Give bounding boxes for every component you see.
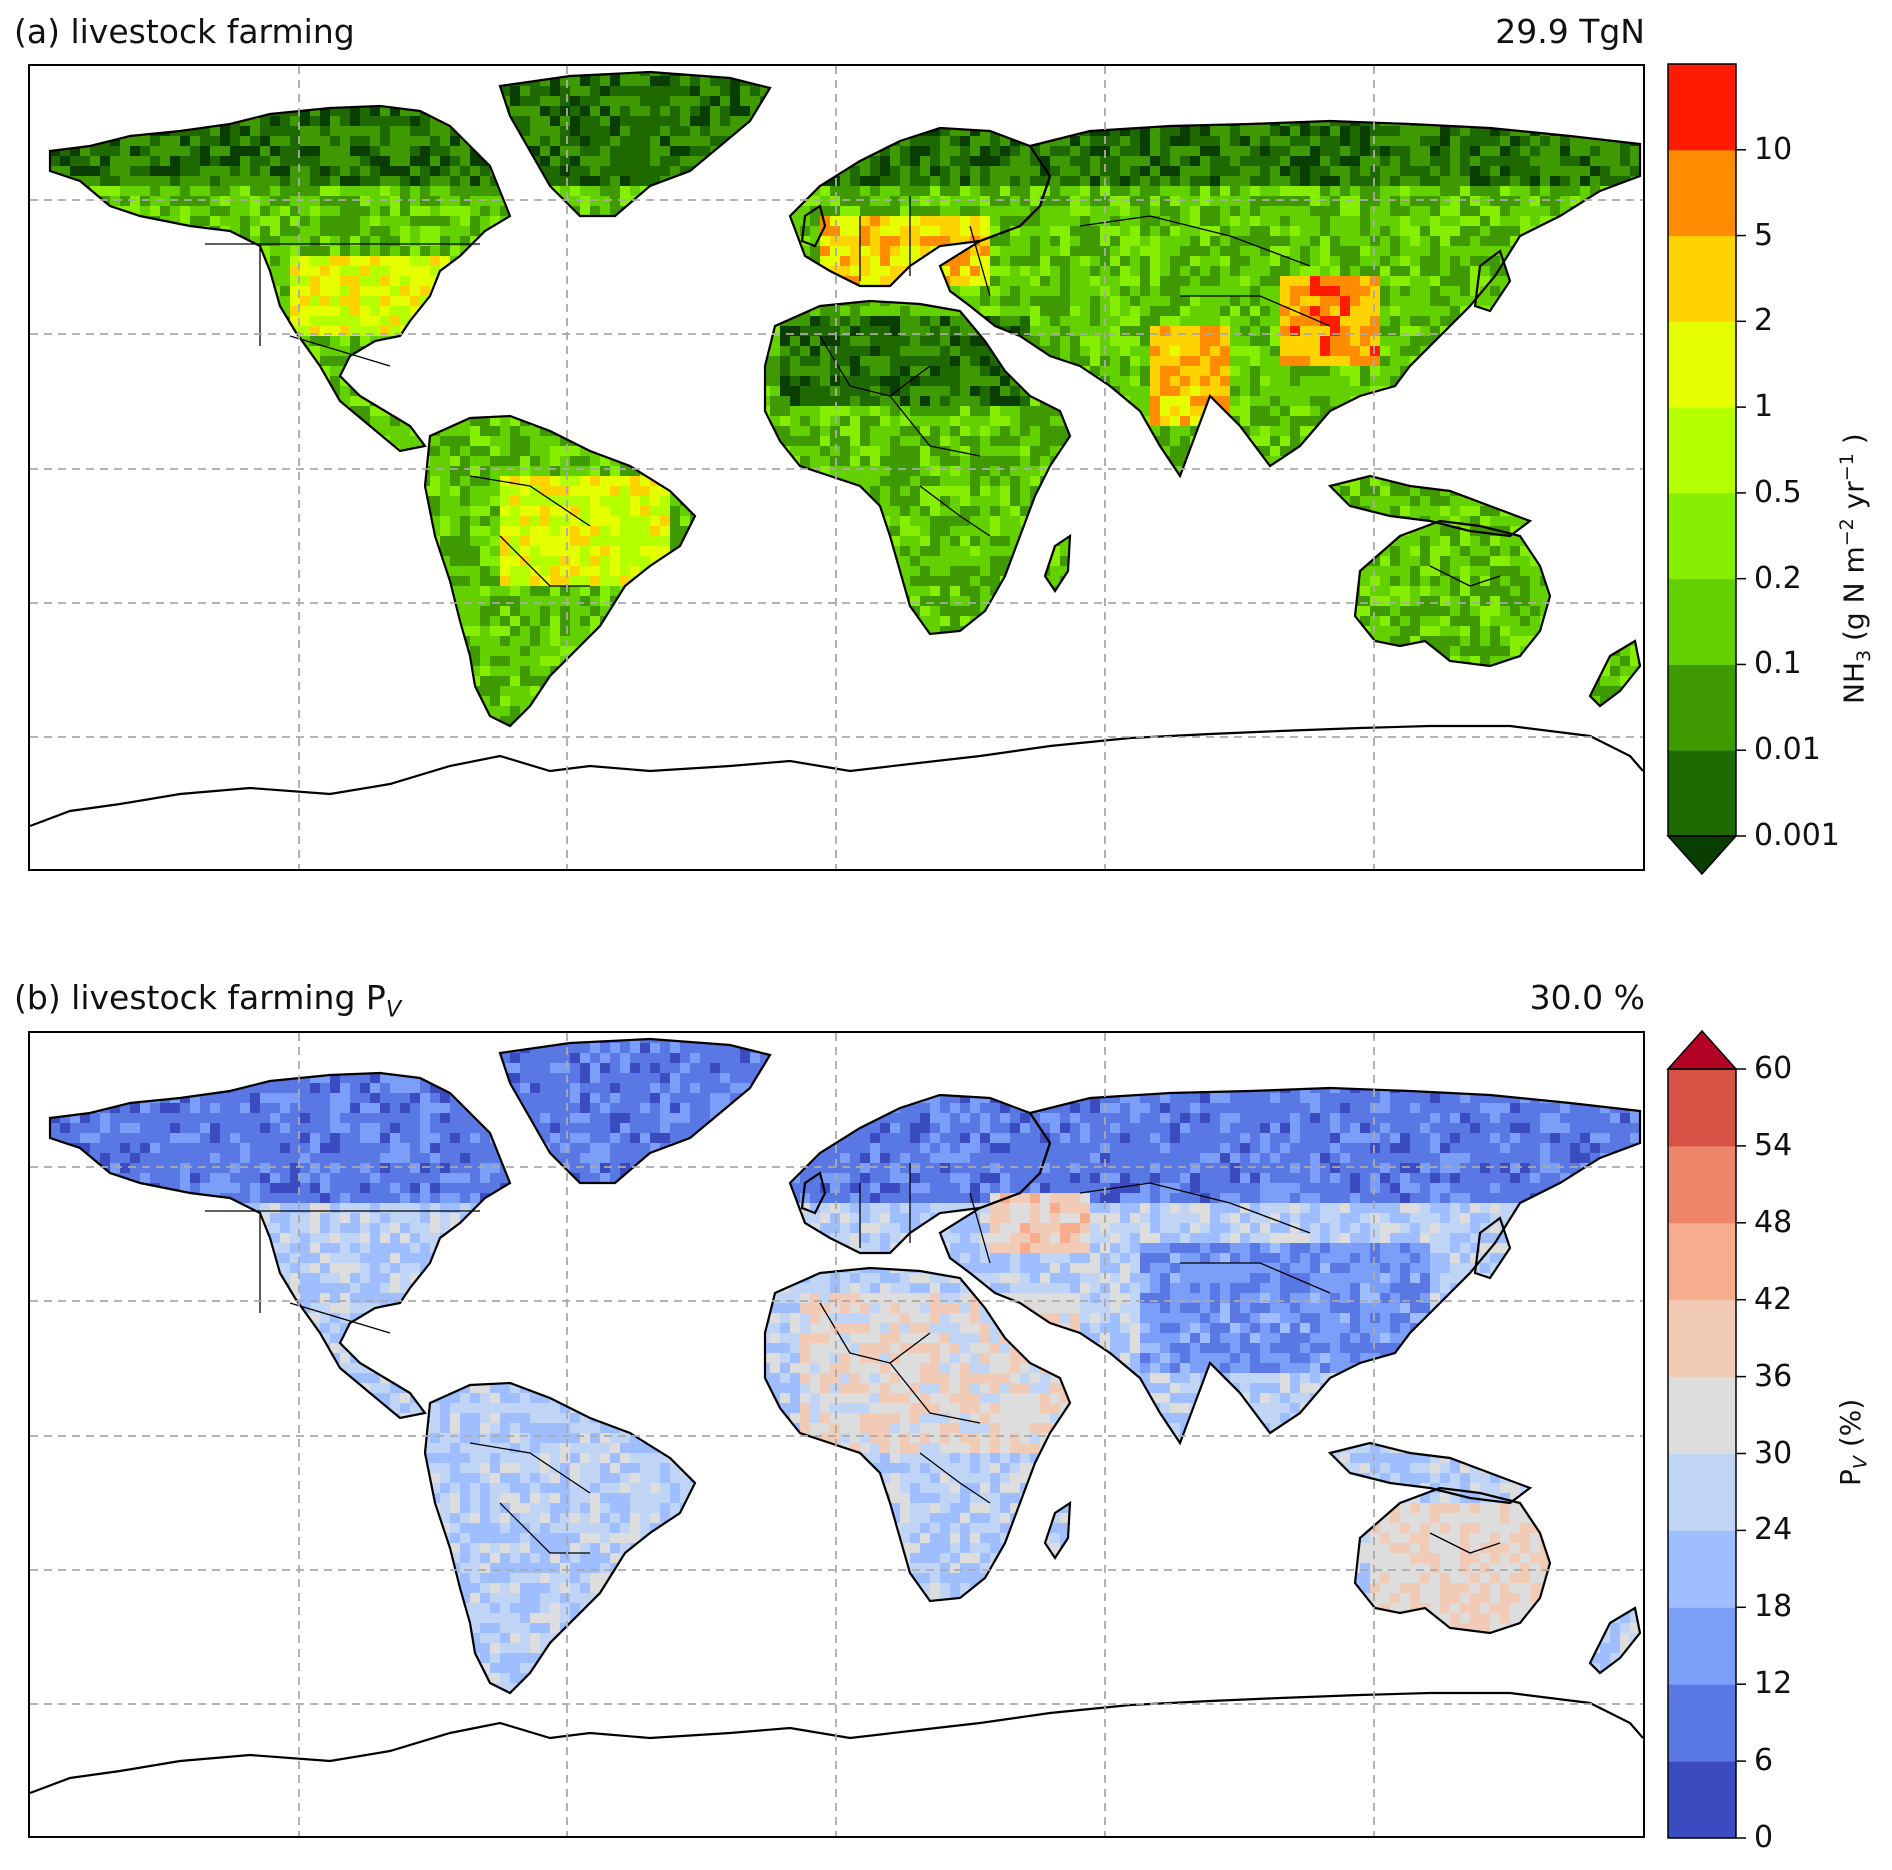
colorbar-b-bin-5 (1668, 1376, 1736, 1454)
coastlines (30, 1037, 1643, 1795)
colorbar-b-label: PV (%) (1834, 1399, 1872, 1486)
gridlines (30, 66, 1643, 869)
colorbar-a-tick-label: 0.001 (1754, 821, 1840, 851)
colorbar-b-tick-label: 42 (1754, 1284, 1792, 1315)
colorbar-b-tick-label: 6 (1754, 1746, 1773, 1776)
panel-a-total: 29.9 TgN (1495, 12, 1645, 52)
coastline-southAmerica (423, 414, 697, 728)
colorbar-b-extend-max (1666, 1029, 1738, 1070)
colorbar-a-tick-label: 10 (1754, 134, 1792, 165)
coastline-australia (1353, 519, 1552, 668)
panel-a-title: (a) livestock farming (14, 12, 355, 52)
colorbar-a-tick-label: 0.01 (1754, 735, 1821, 765)
colorbar-b-tick-label: 60 (1754, 1054, 1792, 1084)
map-b-canvas (30, 1033, 1643, 1836)
colorbar-a-tick-label: 1 (1754, 392, 1773, 422)
coastline-newZealand (1588, 639, 1642, 708)
coastline-africa (763, 1266, 1072, 1603)
coastline-madagascar (1043, 1500, 1072, 1561)
coastline-madagascar (1043, 533, 1072, 594)
colorbar-a-tick-label: 5 (1754, 220, 1773, 251)
colorbar-a: 0.001 0.01 0.1 0.2 0.5 1 2 5 10 NH3 (g N m−2 yr−… (1666, 63, 1875, 876)
colorbar-b-tick-label: 30 (1754, 1438, 1792, 1469)
colorbar-b-bin-8 (1668, 1145, 1736, 1224)
coastline-asia (938, 119, 1642, 479)
colorbar-a-bin-0 (1668, 750, 1736, 837)
colorbar-a-tick-label: 0.1 (1754, 649, 1802, 679)
colorbar-b-bin-0 (1668, 1761, 1736, 1839)
colorbar-b-tick-label: 36 (1754, 1361, 1792, 1392)
map-a (28, 64, 1645, 871)
coastline-antarctica (30, 1691, 1643, 1795)
colorbar-a-bin-1 (1668, 664, 1736, 751)
colorbar-b-bin-3 (1668, 1530, 1736, 1608)
panel-b-title: (b) livestock farming PV (14, 978, 401, 1030)
colorbar-b-tick-label: 18 (1754, 1592, 1792, 1622)
colorbar-a-bin-7 (1668, 149, 1736, 237)
coastline-japan (1473, 249, 1512, 313)
coastline-asia (938, 1086, 1642, 1446)
map-a-canvas (30, 66, 1643, 869)
coastline-uk (800, 1171, 827, 1215)
colorbar-a-bin-5 (1668, 321, 1736, 408)
colorbar-b-bin-4 (1668, 1453, 1736, 1531)
colorbar-b-bin-7 (1668, 1222, 1736, 1301)
gridlines (30, 1033, 1643, 1836)
coastline-newZealand (1588, 1606, 1642, 1675)
map-b (28, 1031, 1645, 1838)
colorbar-a-tick-label: 2 (1754, 306, 1773, 336)
coastline-australia (1353, 1486, 1552, 1635)
colorbar-b-tick-label: 24 (1754, 1515, 1792, 1545)
colorbar-a-tick-label: 0.2 (1754, 563, 1802, 594)
coastline-greenland (498, 1037, 772, 1185)
coastline-antarctica (30, 724, 1643, 828)
coastline-southAmerica (423, 1381, 697, 1695)
coastline-japan (1473, 1216, 1512, 1280)
colorbar-b-bin-9 (1668, 1069, 1736, 1147)
colorbar-a-bin-6 (1668, 235, 1736, 322)
colorbar-a-tick-label: 0.5 (1754, 477, 1802, 508)
colorbar-b-tick-label: 0 (1754, 1823, 1773, 1853)
coastline-africa (763, 299, 1072, 636)
colorbar-b: 0 6 12 18 24 30 36 42 48 54 60 PV (%) (1666, 1029, 1872, 1853)
coastline-uk (800, 204, 827, 248)
country-borders (205, 196, 1501, 587)
colorbar-b-tick-label: 54 (1754, 1130, 1792, 1161)
colorbar-a-bin-2 (1668, 578, 1736, 665)
colorbar-a-canvas (1666, 63, 1746, 876)
colorbar-b-bin-6 (1668, 1299, 1736, 1378)
colorbar-b-canvas (1666, 1029, 1746, 1839)
panel-b-total: 30.0 % (1530, 978, 1645, 1018)
colorbar-a-bin-4 (1668, 407, 1736, 494)
colorbar-b-tick-label: 48 (1754, 1207, 1792, 1238)
colorbar-a-extend-min (1666, 835, 1738, 876)
country-borders (205, 1163, 1501, 1554)
coastlines (30, 70, 1643, 828)
colorbar-b-tick-label: 12 (1754, 1669, 1792, 1699)
coastline-seAsia (1327, 1441, 1533, 1505)
colorbar-a-bin-3 (1668, 492, 1736, 580)
coastline-greenland (498, 70, 772, 218)
colorbar-b-bin-1 (1668, 1684, 1736, 1762)
colorbar-a-bin-8 (1668, 64, 1736, 151)
coastline-seAsia (1327, 474, 1533, 538)
colorbar-a-label: NH3 (g N m−2 yr−1 ) (1836, 433, 1875, 704)
colorbar-b-bin-2 (1668, 1607, 1736, 1685)
